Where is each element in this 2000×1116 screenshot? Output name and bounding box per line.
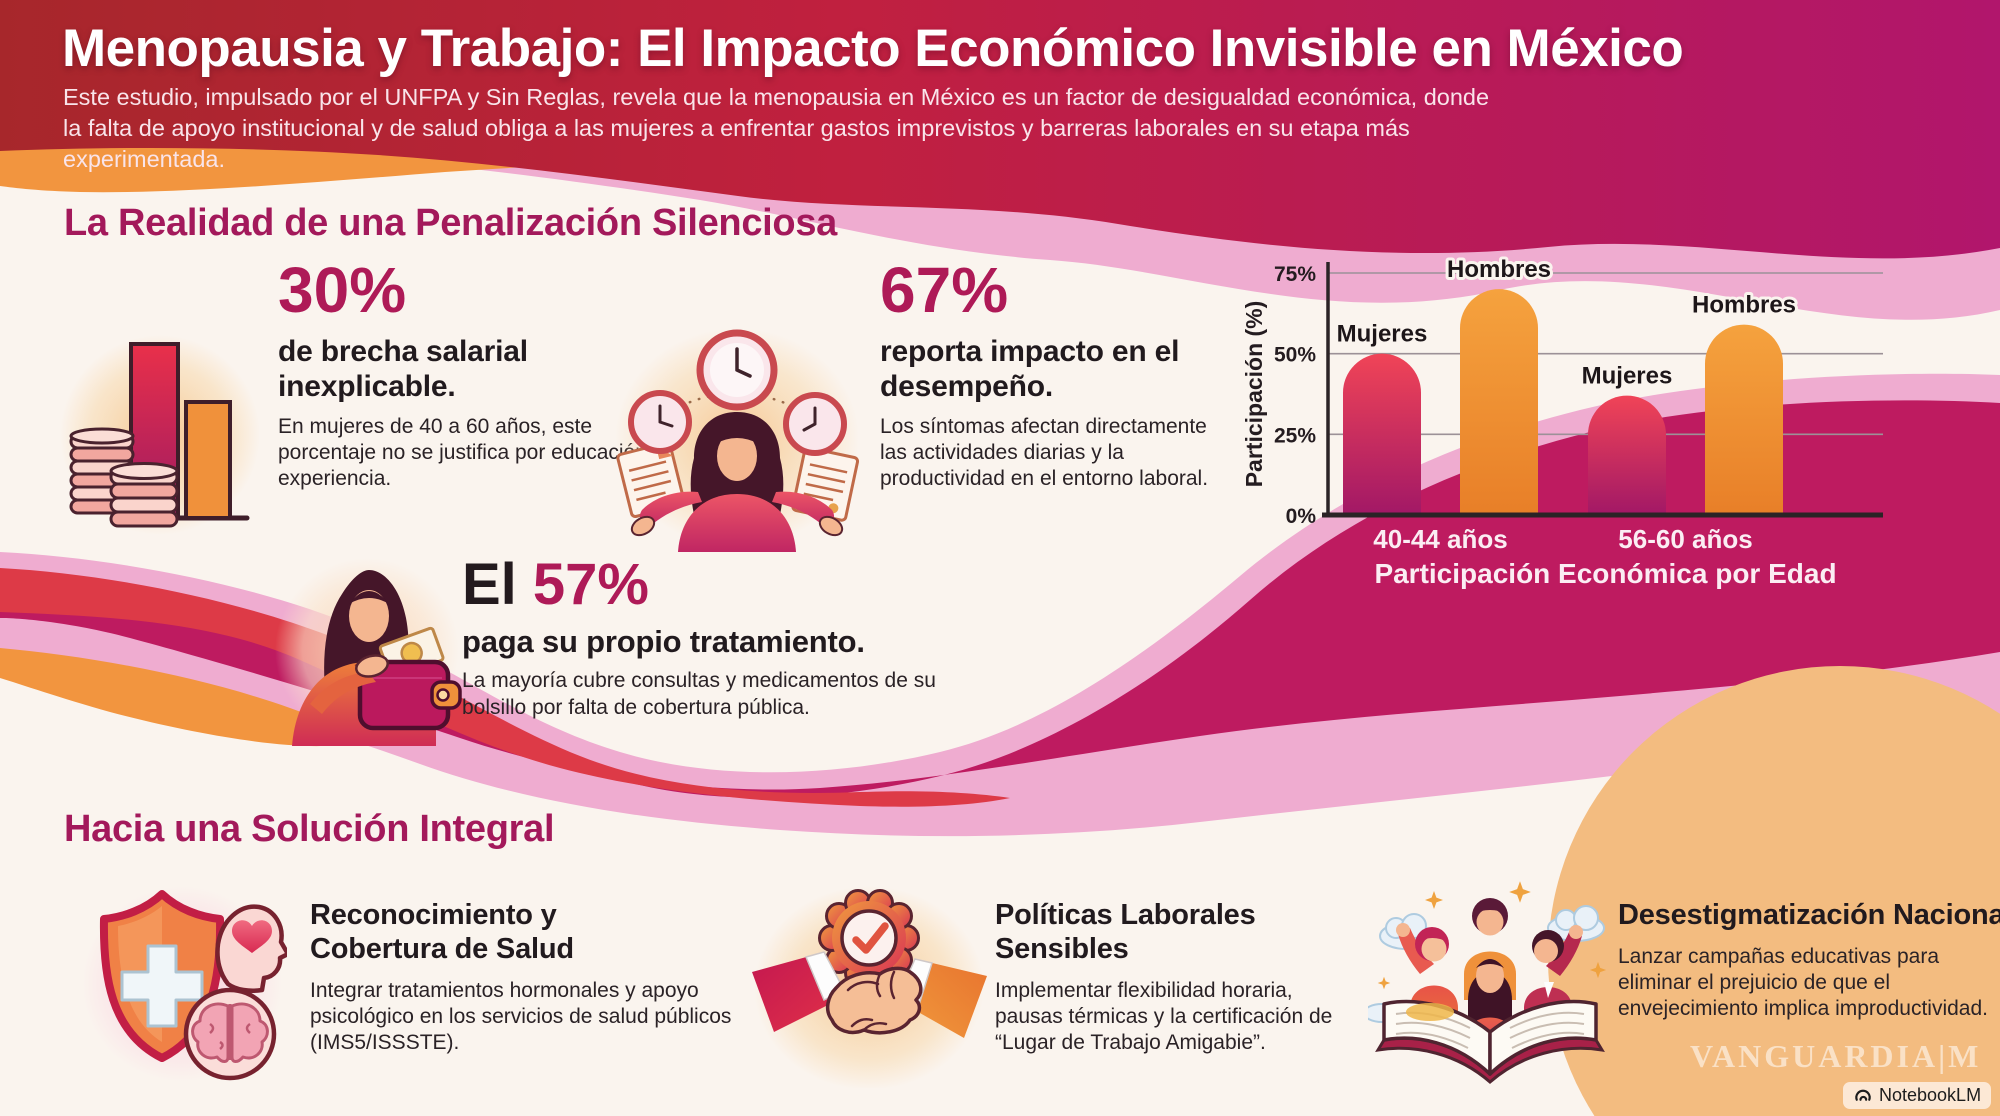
stat-performance: 67% reporta impacto en el desempeño. Los… xyxy=(880,258,1240,492)
handshake-certification-icon xyxy=(752,880,987,1090)
stat-value: 67% xyxy=(880,254,1009,326)
solution-description: Integrar tratamientos hormonales y apoyo… xyxy=(310,979,732,1054)
stat-wage-gap: 30% de brecha salarial inexplicable. En … xyxy=(278,258,708,492)
solution-policies-card: Políticas Laborales Sensibles Implementa… xyxy=(995,898,1375,1056)
solution-destigmatization-card: Desestigmatización Nacional Lanzar campa… xyxy=(1618,898,2000,1022)
svg-text:75%: 75% xyxy=(1274,263,1316,286)
education-book-icon xyxy=(1363,878,1613,1088)
solution-title: Reconocimiento y Cobertura de Salud xyxy=(310,899,574,965)
participation-chart: Mujeres Hombres 40-44 años Mujeres Hombres 56… xyxy=(1228,250,1908,610)
stat-title: paga su propio tratamiento. xyxy=(462,624,865,659)
notebooklm-badge: NotebookLM xyxy=(1843,1082,1992,1109)
stat-description: En mujeres de 40 a 60 años, este porcent… xyxy=(278,415,665,490)
stat-description: La mayoría cubre consultas y medicamento… xyxy=(462,669,936,719)
solution-health-card: Reconocimiento y Cobertura de Salud Inte… xyxy=(310,898,750,1056)
health-shield-icon xyxy=(82,884,291,1084)
svg-text:Hombres: Hombres xyxy=(1447,256,1551,283)
svg-text:25%: 25% xyxy=(1274,424,1316,447)
woman-juggling-time-icon xyxy=(610,320,865,552)
svg-text:0%: 0% xyxy=(1286,505,1317,528)
notebooklm-label: NotebookLM xyxy=(1879,1085,1982,1105)
stat-description: Los síntomas afectan directamente las ac… xyxy=(880,415,1209,490)
stat-value: El 57% xyxy=(462,552,650,617)
page-subtitle: Este estudio, impulsado por el UNFPA y S… xyxy=(63,84,1490,172)
page-title: Menopausia y Trabajo: El Impacto Económi… xyxy=(62,19,1684,78)
notebooklm-logo-icon xyxy=(1855,1089,1871,1101)
solution-description: Implementar flexibilidad horaria, pausas… xyxy=(995,979,1333,1054)
stat-value: 30% xyxy=(278,254,407,326)
svg-text:Participación (%): Participación (%) xyxy=(1241,301,1267,488)
coins-bar-chart-icon xyxy=(55,330,260,545)
vanguardia-watermark: VANGUARDIA|M xyxy=(1690,1038,1982,1074)
svg-text:50%: 50% xyxy=(1274,344,1316,367)
svg-text:56-60 años: 56-60 años xyxy=(1618,524,1752,554)
stat-treatment: El 57% paga su propio tratamiento. La ma… xyxy=(462,556,1082,721)
svg-text:Mujeres: Mujeres xyxy=(1582,363,1673,390)
section-reality-heading: La Realidad de una Penalización Silencio… xyxy=(64,202,837,244)
svg-text:Mujeres: Mujeres xyxy=(1337,321,1428,348)
solution-description: Lanzar campañas educativas para eliminar… xyxy=(1618,945,1989,1020)
stat-title: de brecha salarial inexplicable. xyxy=(278,335,528,403)
woman-paying-wallet-icon xyxy=(272,554,462,746)
svg-text:Participación Económica por Ed: Participación Económica por Edad xyxy=(1374,558,1836,589)
solution-title: Desestigmatización Nacional xyxy=(1618,899,2000,931)
svg-text:Hombres: Hombres xyxy=(1692,292,1796,319)
solution-title: Políticas Laborales Sensibles xyxy=(995,899,1256,965)
section-solution-heading: Hacia una Solución Integral xyxy=(64,808,555,850)
stat-title: reporta impacto en el desempeño. xyxy=(880,335,1180,403)
svg-text:40-44 años: 40-44 años xyxy=(1373,524,1507,554)
